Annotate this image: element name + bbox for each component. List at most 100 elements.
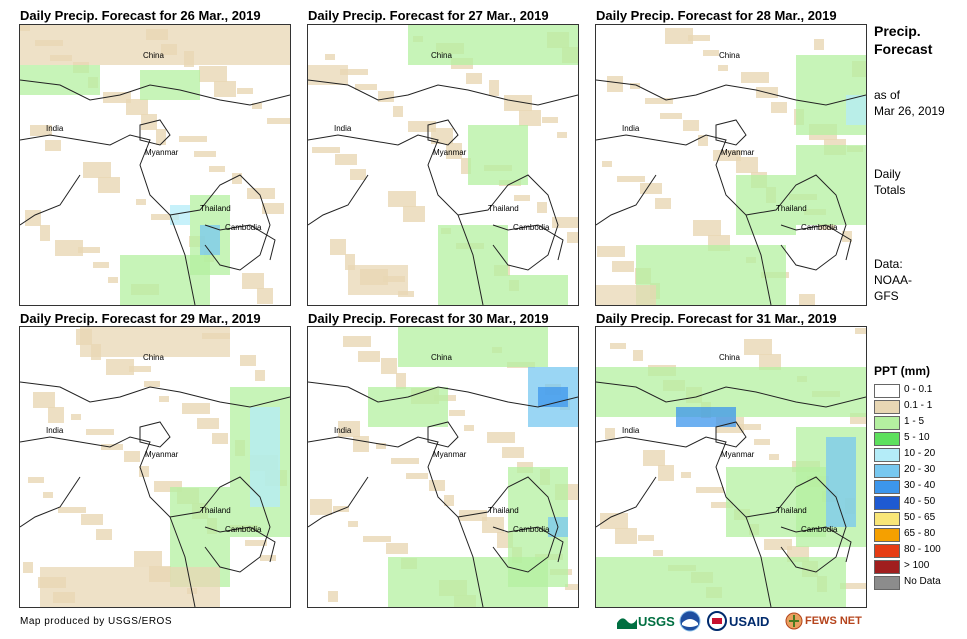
precip-cell	[40, 225, 50, 241]
precip-cell	[769, 454, 779, 460]
precip-cell	[660, 113, 682, 119]
precip-cell	[23, 562, 33, 573]
precip-map: China India Myanmar Thailand Cambodia	[308, 25, 578, 305]
precip-cell	[124, 451, 140, 462]
precip-map: China India Myanmar Thailand Cambodia	[20, 25, 290, 305]
country-label-india: India	[334, 124, 352, 133]
precip-cell	[542, 117, 558, 123]
precip-cell	[502, 447, 524, 458]
noaa-emblem-icon	[679, 610, 701, 632]
country-border	[492, 224, 564, 261]
country-label-myanmar: Myanmar	[433, 148, 467, 157]
data-source-line2: NOAA-	[874, 273, 913, 287]
panel-title-4: Daily Precip. Forecast for 29 Mar., 2019	[20, 311, 261, 326]
precip-cell	[408, 121, 436, 132]
panel-title-1: Daily Precip. Forecast for 26 Mar., 2019	[20, 8, 261, 23]
country-border	[780, 224, 852, 261]
precip-cell	[333, 506, 349, 512]
precip-cell	[466, 73, 482, 84]
precip-cell	[850, 413, 866, 424]
precip-cell	[255, 370, 265, 381]
precip-cell	[557, 132, 567, 138]
precip-cell	[487, 432, 515, 443]
precip-map: China India Myanmar Thailand Cambodia	[596, 328, 866, 607]
country-border	[427, 421, 459, 448]
country-label-cambodia: Cambodia	[801, 223, 838, 232]
logo-strip: USGS USAID FEWS NET	[617, 608, 863, 634]
precip-cell	[232, 173, 242, 184]
country-border	[20, 79, 290, 106]
precip-cell	[83, 162, 111, 178]
precip-cell	[98, 177, 120, 193]
precip-cell	[212, 433, 228, 444]
precip-cell	[403, 206, 425, 222]
precip-area	[596, 285, 656, 305]
country-border	[596, 436, 657, 528]
legend-swatch	[874, 496, 900, 510]
precip-area	[676, 407, 736, 427]
precip-cell	[489, 80, 499, 96]
precip-area	[308, 65, 348, 85]
precip-map: China India Myanmar Thailand Cambodia	[596, 28, 866, 305]
precip-cell	[388, 191, 416, 207]
noaa-logo	[679, 608, 701, 634]
precip-cell	[340, 69, 368, 75]
precip-cell	[744, 339, 772, 355]
precip-cell	[449, 410, 465, 416]
map-panel-4: China India Myanmar Thailand Cambodia	[19, 326, 291, 608]
precip-cell	[139, 466, 149, 477]
precip-cell	[378, 91, 394, 102]
country-border	[169, 174, 271, 271]
precip-cell	[350, 169, 366, 180]
precip-cell	[393, 106, 403, 117]
precip-cell	[741, 72, 769, 83]
precip-cell	[739, 424, 761, 430]
precip-cell	[262, 203, 284, 214]
precip-cell	[552, 217, 578, 228]
precip-cell	[197, 418, 219, 429]
precip-cell	[93, 262, 109, 268]
precip-cell	[214, 81, 236, 97]
precip-cell	[617, 176, 645, 182]
country-label-china: China	[431, 51, 452, 60]
country-label-cambodia: Cambodia	[225, 525, 262, 534]
precip-cell	[257, 288, 273, 304]
data-source-line3: GFS	[874, 289, 899, 303]
precip-cell	[655, 198, 671, 209]
precip-cell	[252, 103, 262, 109]
legend-swatch	[874, 416, 900, 430]
precip-area	[120, 255, 210, 305]
precip-cell	[242, 273, 264, 289]
country-border	[596, 79, 866, 106]
precip-area	[40, 567, 220, 607]
precip-cell	[312, 147, 340, 153]
legend-swatch	[874, 512, 900, 526]
precip-cell	[330, 239, 346, 255]
precip-cell	[25, 210, 41, 226]
country-label-myanmar: Myanmar	[721, 148, 755, 157]
precip-cell	[129, 366, 151, 372]
legend-swatch	[874, 560, 900, 574]
precip-cell	[179, 136, 207, 142]
country-border	[367, 436, 484, 607]
fewsnet-logo: FEWS NET	[785, 608, 862, 634]
usgs-logo-text: USGS	[638, 613, 675, 629]
precip-area	[170, 205, 190, 225]
country-border	[655, 134, 772, 305]
country-label-china: China	[143, 51, 164, 60]
country-border	[427, 119, 459, 146]
precip-area	[80, 327, 230, 357]
legend-label: 40 - 50	[904, 496, 936, 507]
precip-cell	[343, 336, 371, 347]
precip-cell	[504, 95, 532, 111]
precip-cell	[335, 154, 357, 165]
legend-swatch	[874, 576, 900, 590]
precip-cell	[209, 166, 225, 172]
precip-cell	[338, 421, 360, 437]
precip-cell	[842, 231, 852, 242]
country-label-myanmar: Myanmar	[721, 450, 755, 459]
legend-title: PPT (mm)	[874, 364, 931, 378]
legend-label: 65 - 80	[904, 528, 936, 539]
legend-label: 0 - 0.1	[904, 384, 933, 395]
country-border	[139, 421, 171, 448]
